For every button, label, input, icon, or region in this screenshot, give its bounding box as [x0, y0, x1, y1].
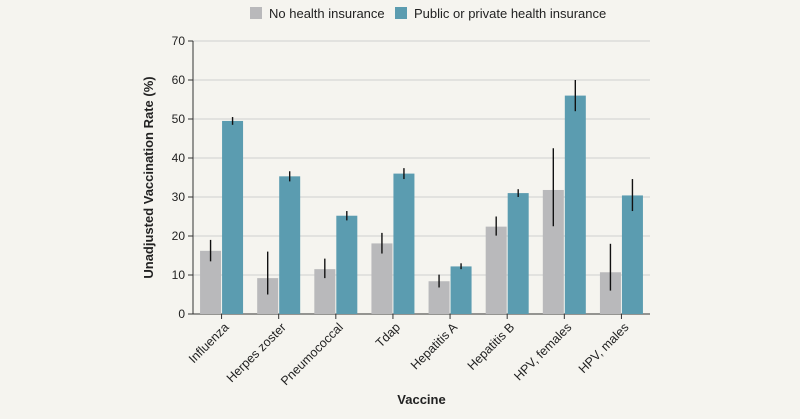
bar-insurance	[621, 195, 643, 314]
legend: No health insurance Public or private hea…	[250, 6, 606, 21]
y-tick-label: 40	[172, 151, 186, 165]
category-label: HPV, females	[511, 320, 574, 383]
category-label: HPV, males	[576, 320, 632, 376]
y-tick-label: 0	[178, 307, 185, 321]
gridlines	[193, 40, 650, 276]
y-tick-label: 70	[172, 34, 186, 48]
legend-label: Public or private health insurance	[414, 6, 606, 21]
bar-insurance	[507, 193, 529, 314]
bar-no-insurance	[200, 250, 222, 314]
bar-no-insurance	[314, 269, 336, 314]
legend-label: No health insurance	[269, 6, 385, 21]
y-tick-label: 20	[172, 229, 186, 243]
category-label: Hepatitis A	[408, 320, 461, 373]
bar-insurance	[279, 176, 301, 314]
y-tick-label: 30	[172, 190, 186, 204]
category-label: Herpes zoster	[224, 320, 289, 385]
y-tick-label: 50	[172, 112, 186, 126]
bar-insurance	[450, 266, 472, 314]
y-axis-title: Unadjusted Vaccination Rate (%)	[141, 76, 156, 278]
bar-no-insurance	[485, 226, 507, 314]
category-label: Hepatitis B	[465, 320, 518, 373]
bar-insurance	[222, 120, 244, 314]
category-label: Tdap	[373, 320, 403, 350]
bar-no-insurance	[599, 272, 621, 314]
y-tick-label: 10	[172, 268, 186, 282]
category-label: Influenza	[186, 320, 232, 366]
bar-insurance	[564, 95, 586, 314]
bar-no-insurance	[542, 189, 564, 314]
bar-insurance	[336, 215, 358, 314]
legend-swatch-no-insurance	[250, 7, 262, 19]
x-axis-title: Vaccine	[397, 392, 445, 407]
y-tick-label: 60	[172, 73, 186, 87]
bar-insurance	[393, 173, 415, 314]
bar-no-insurance	[371, 243, 393, 314]
bars	[200, 80, 643, 314]
bar-no-insurance	[257, 278, 279, 314]
bar-no-insurance	[428, 281, 450, 314]
legend-swatch-insurance	[395, 7, 407, 19]
